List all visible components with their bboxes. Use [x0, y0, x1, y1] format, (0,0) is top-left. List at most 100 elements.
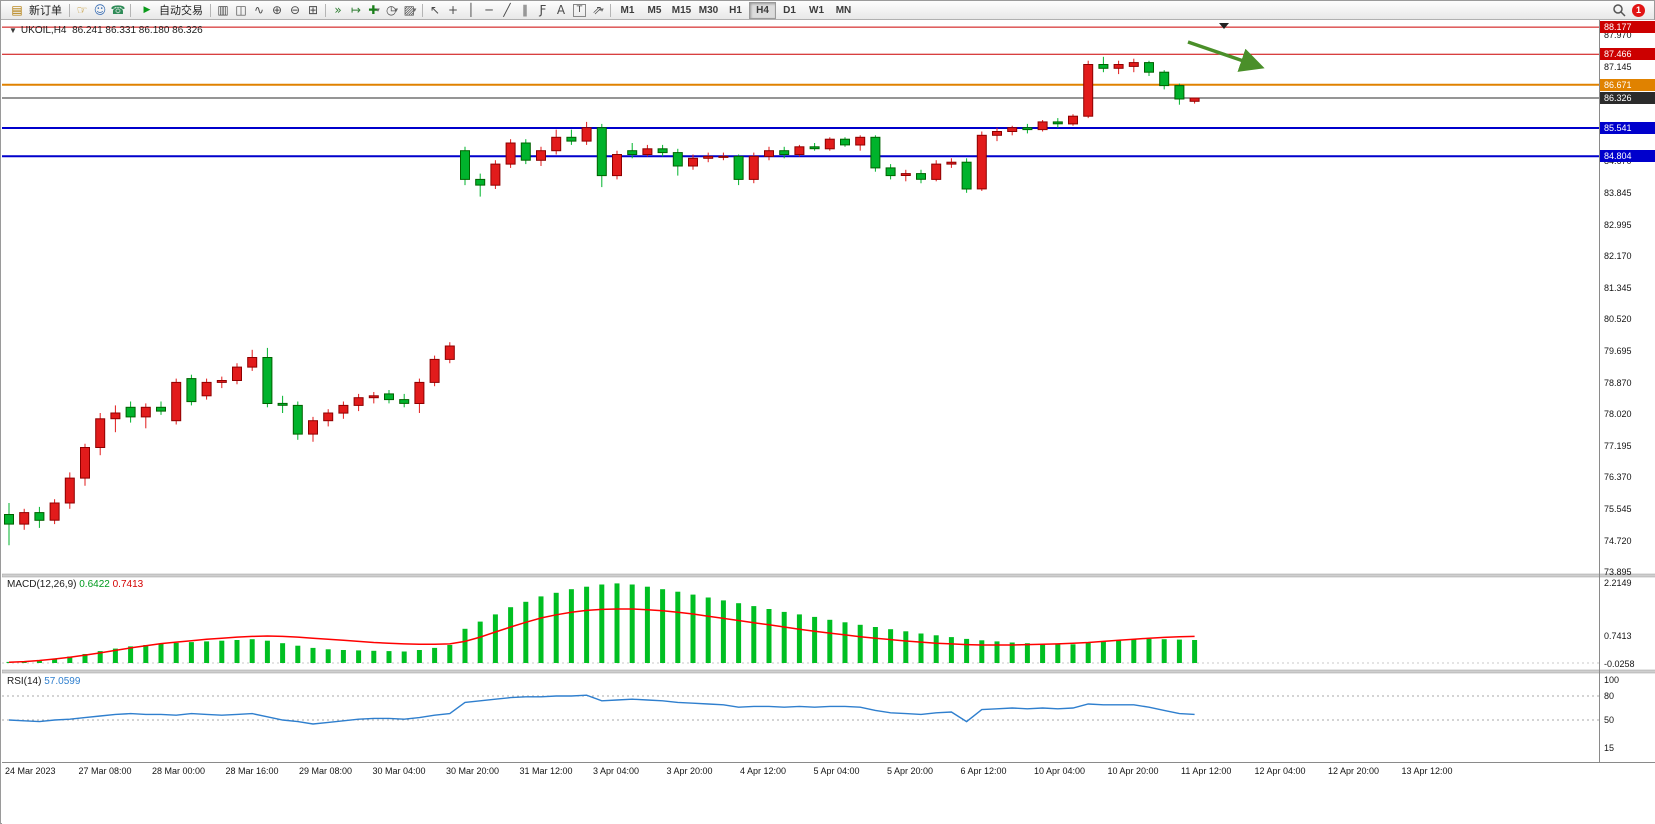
time-axis-label: 30 Mar 04:00	[372, 766, 426, 776]
fibonacci-icon[interactable]: Ƒ	[539, 3, 547, 17]
text-label-icon[interactable]: T	[573, 3, 586, 17]
horizontal-line-icon[interactable]: ─	[485, 3, 493, 17]
macd-histogram-bar	[614, 583, 620, 663]
candle-body	[49, 502, 60, 521]
macd-histogram-bar	[948, 637, 954, 663]
templates-icon[interactable]: ▨ ▾	[403, 3, 417, 17]
candle-body	[247, 357, 258, 368]
trend-arrow[interactable]	[1187, 40, 1265, 72]
macd-histogram-bar	[82, 654, 88, 663]
candle-body	[262, 357, 273, 404]
time-axis-label: 5 Apr 20:00	[887, 766, 934, 776]
price-scale-label: 74.720	[1604, 535, 1632, 546]
macd-histogram-bar	[827, 619, 833, 663]
macd-histogram-bar	[356, 650, 362, 663]
chart-canvas[interactable]	[2, 20, 1655, 824]
candle-body	[80, 447, 90, 479]
macd-histogram-bar	[766, 609, 772, 663]
price-level-box: 85.541	[1600, 122, 1655, 134]
one-click-trading-arrow[interactable]: ▼	[9, 26, 17, 35]
time-axis-label: 28 Mar 16:00	[225, 766, 279, 776]
macd-histogram-bar	[97, 651, 103, 663]
time-axis-label: 30 Mar 20:00	[446, 766, 500, 776]
headset-icon[interactable]: ☎	[110, 3, 126, 17]
channel-icon[interactable]: ∥	[522, 3, 528, 17]
notification-badge[interactable]: 1	[1632, 3, 1645, 17]
chart-symbol-label: UKOIL,H4	[20, 25, 67, 36]
macd-histogram-bar	[6, 661, 12, 663]
macd-histogram-bar	[1040, 643, 1046, 663]
timeframe-d1-button[interactable]: D1	[783, 4, 796, 16]
candle-body	[688, 157, 698, 167]
line-chart-icon[interactable]: ∿	[253, 3, 265, 17]
timeframe-m15-button[interactable]: M15	[671, 4, 692, 16]
price-scale-label: 77.195	[1604, 440, 1632, 451]
bar-chart-icon[interactable]: ▥	[217, 3, 229, 17]
timeframe-m30-button[interactable]: M30	[698, 4, 719, 16]
macd-histogram-bar	[1024, 643, 1030, 663]
text-icon[interactable]: A	[556, 3, 566, 17]
indicators-icon[interactable]: ✚ ▾	[368, 3, 380, 17]
candle-body	[1068, 115, 1078, 125]
chart-shift-icon[interactable]: ↦	[350, 3, 362, 17]
right-shift-marker[interactable]	[1219, 23, 1229, 29]
crosshair-icon[interactable]: +	[447, 3, 459, 17]
panel-splitter[interactable]	[2, 669, 1655, 674]
candle-body	[399, 399, 410, 404]
chart-region[interactable]: ▼ UKOIL,H4 86.241 86.331 86.180 86.326 MA…	[2, 20, 1655, 824]
zoom-out-icon[interactable]: ⊖	[289, 3, 301, 17]
macd-main-value: 0.6422	[79, 579, 110, 590]
hand-icon[interactable]: ☞	[76, 3, 88, 17]
toolbar-separator	[210, 3, 211, 17]
search-icon[interactable]	[1610, 2, 1628, 18]
timeframe-m5-button[interactable]: M5	[647, 4, 662, 16]
tile-windows-icon[interactable]: ⊞	[307, 3, 319, 17]
time-axis-label: 12 Apr 20:00	[1328, 766, 1380, 776]
candlestick-icon[interactable]: ◫	[235, 3, 247, 17]
arrows-icon[interactable]: ⇗ ▾	[592, 3, 604, 17]
candle-body	[840, 138, 850, 146]
macd-histogram-bar	[751, 606, 757, 663]
new-order-button[interactable]: ▤ 新订单	[4, 2, 66, 18]
chart-type-icons: ▥ ◫ ∿ ⊕ ⊖ ⊞	[214, 2, 322, 18]
timeframe-m1-button[interactable]: M1	[620, 4, 635, 16]
user-chart-icon[interactable]: ☺	[93, 3, 107, 17]
auto-scroll-icon[interactable]: »	[334, 3, 342, 17]
macd-histogram-bar	[675, 591, 681, 663]
periods-icon[interactable]: ◷ ▾	[386, 3, 398, 17]
zoom-in-icon[interactable]: ⊕	[271, 3, 283, 17]
price-level-box: 84.804	[1600, 150, 1655, 163]
autotrading-button[interactable]: ▶ 自动交易	[134, 2, 207, 18]
toolbar-separator	[325, 3, 326, 17]
rsi-indicator-label: RSI(14) 57.0599	[7, 676, 80, 687]
timeframe-h1-button[interactable]: H1	[729, 4, 742, 16]
candle-body	[551, 136, 562, 152]
macd-histogram-bar	[1070, 644, 1076, 663]
candle-body	[657, 148, 668, 154]
macd-histogram-bar	[416, 650, 422, 663]
candle-body	[125, 406, 136, 418]
candle-body	[627, 150, 638, 155]
macd-signal-line	[8, 608, 1195, 664]
trendline-icon[interactable]: ╱	[503, 3, 511, 17]
candle-body	[110, 412, 121, 420]
macd-histogram-bar	[979, 640, 985, 663]
autotrading-label: 自动交易	[159, 5, 203, 17]
candle-body	[961, 161, 972, 190]
cursor-icon[interactable]: ↖	[429, 3, 441, 17]
toolbar-separator	[610, 3, 611, 17]
timeframe-h4-button[interactable]: H4	[749, 1, 776, 19]
macd-histogram-bar	[1146, 638, 1152, 663]
timeframe-w1-button[interactable]: W1	[809, 4, 824, 16]
macd-histogram-bar	[143, 645, 149, 663]
macd-histogram-bar	[447, 645, 453, 663]
new-order-label: 新订单	[29, 5, 62, 17]
timeframe-mn-button[interactable]: MN	[835, 4, 852, 16]
vertical-line-icon[interactable]: │	[467, 3, 475, 17]
candle-body	[566, 136, 577, 142]
price-scale-label: 73.895	[1604, 567, 1632, 578]
macd-histogram-bar	[1100, 641, 1106, 663]
rsi-name: RSI(14)	[7, 676, 42, 687]
panel-splitter[interactable]	[2, 573, 1655, 578]
macd-histogram-bar	[933, 635, 939, 663]
